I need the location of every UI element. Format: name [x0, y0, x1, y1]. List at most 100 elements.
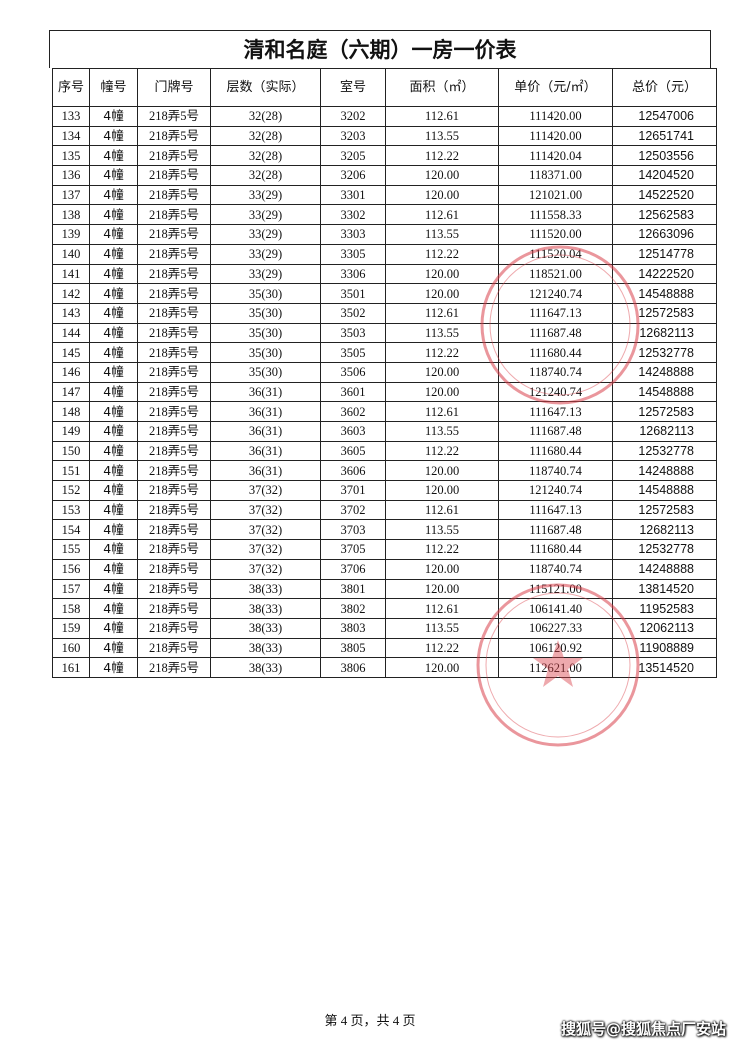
table-cell: 3806 — [320, 657, 386, 678]
table-cell: 4幢 — [89, 578, 138, 600]
table-cell: 32(28) — [210, 165, 321, 186]
table-cell: 3801 — [320, 578, 386, 600]
table-cell: 4幢 — [89, 361, 138, 383]
table-cell: 218弄5号 — [137, 243, 211, 265]
table-cell: 12651741 — [612, 125, 717, 147]
table-cell: 4幢 — [89, 342, 138, 363]
table-cell: 218弄5号 — [137, 302, 211, 324]
table-cell: 121240.74 — [498, 283, 613, 304]
table-cell: 35(30) — [210, 342, 321, 363]
table-cell: 4幢 — [89, 283, 138, 304]
table-cell: 218弄5号 — [137, 598, 211, 619]
table-cell: 218弄5号 — [137, 657, 211, 678]
table-cell: 14222520 — [612, 263, 717, 285]
table-cell: 118740.74 — [498, 460, 613, 482]
table-cell: 3203 — [320, 125, 386, 147]
table-row: 139 4幢 218弄5号 33(29) 3303 113.55 111520.00 1266… — [52, 224, 717, 245]
table-cell: 3705 — [320, 539, 386, 560]
table-cell: 118740.74 — [498, 361, 613, 383]
table-row: 145 4幢 218弄5号 35(30) 3505 112.22 111680.44 1253… — [52, 342, 717, 363]
table-cell: 4幢 — [89, 440, 138, 462]
table-cell: 118521.00 — [498, 263, 613, 285]
table-row: 135 4幢 218弄5号 32(28) 3205 112.22 111420.04 1250… — [52, 145, 717, 167]
table-cell: 218弄5号 — [137, 283, 211, 304]
table-cell: 112.22 — [385, 342, 499, 363]
table-cell: 120.00 — [385, 657, 499, 678]
table-cell: 12682113 — [612, 322, 717, 344]
table-row: 157 4幢 218弄5号 38(33) 3801 120.00 115121.00 1381… — [52, 578, 717, 600]
header-cell: 序号 — [52, 68, 90, 107]
table-cell: 120.00 — [385, 361, 499, 383]
table-cell: 143 — [52, 302, 90, 324]
table-cell: 4幢 — [89, 204, 138, 226]
table-cell: 111687.48 — [498, 421, 613, 442]
doc-title: 清和名庭（六期）一房一价表 — [49, 30, 711, 68]
table-row: 158 4幢 218弄5号 38(33) 3802 112.61 106141.40 1195… — [52, 598, 717, 619]
table-cell: 3603 — [320, 421, 386, 442]
table-cell: 38(33) — [210, 637, 321, 659]
table-row: 140 4幢 218弄5号 33(29) 3305 112.22 111520.04 1251… — [52, 243, 717, 265]
table-row: 147 4幢 218弄5号 36(31) 3601 120.00 121240.74 1454… — [52, 381, 717, 403]
table-cell: 140 — [52, 243, 90, 265]
header-cell: 幢号 — [89, 68, 138, 107]
table-cell: 38(33) — [210, 578, 321, 600]
table-cell: 12572583 — [612, 401, 717, 422]
table-cell: 37(32) — [210, 519, 321, 541]
table-cell: 36(31) — [210, 421, 321, 442]
table-cell: 112.61 — [385, 204, 499, 226]
table-cell: 156 — [52, 558, 90, 580]
table-cell: 3606 — [320, 460, 386, 482]
table-cell: 139 — [52, 224, 90, 245]
table-cell: 3702 — [320, 499, 386, 521]
table-cell: 218弄5号 — [137, 539, 211, 560]
table-cell: 3601 — [320, 381, 386, 403]
table-cell: 14248888 — [612, 361, 717, 383]
table-cell: 118371.00 — [498, 165, 613, 186]
table-cell: 218弄5号 — [137, 460, 211, 482]
header-cell: 面积（㎡） — [385, 68, 499, 107]
table-cell: 218弄5号 — [137, 480, 211, 501]
table-row: 146 4幢 218弄5号 35(30) 3506 120.00 118740.74 1424… — [52, 361, 717, 383]
table-cell: 36(31) — [210, 401, 321, 422]
table-cell: 218弄5号 — [137, 125, 211, 147]
table-cell: 142 — [52, 283, 90, 304]
table-cell: 112.61 — [385, 302, 499, 324]
table-cell: 36(31) — [210, 460, 321, 482]
header-row: 序号 幢号 门牌号 层数（实际） 室号 面积（㎡） 单价（元/㎡） 总价（元） — [52, 68, 717, 107]
table-row: 136 4幢 218弄5号 32(28) 3206 120.00 118371.00 1420… — [52, 165, 717, 186]
table-cell: 120.00 — [385, 558, 499, 580]
table-cell: 38(33) — [210, 617, 321, 639]
table-cell: 218弄5号 — [137, 381, 211, 403]
watermark: 搜狐号@搜狐焦点厂安站 — [560, 1020, 726, 1038]
table-cell: 112.22 — [385, 637, 499, 659]
table-cell: 33(29) — [210, 243, 321, 265]
table-cell: 4幢 — [89, 558, 138, 580]
table-cell: 111420.04 — [498, 145, 613, 167]
table-cell: 37(32) — [210, 499, 321, 521]
table-row: 161 4幢 218弄5号 38(33) 3806 120.00 112621.00 1351… — [52, 657, 717, 678]
page-footer: 第 4 页，共 4 页 — [324, 1013, 416, 1028]
table-cell: 120.00 — [385, 480, 499, 501]
table-cell: 3802 — [320, 598, 386, 619]
table-cell: 14248888 — [612, 460, 717, 482]
table-cell: 12663096 — [612, 224, 717, 245]
table-cell: 218弄5号 — [137, 617, 211, 639]
table-cell: 13514520 — [612, 657, 717, 678]
table-cell: 218弄5号 — [137, 322, 211, 344]
table-row: 148 4幢 218弄5号 36(31) 3602 112.61 111647.13 1257… — [52, 401, 717, 422]
table-cell: 133 — [52, 106, 90, 127]
table-cell: 3803 — [320, 617, 386, 639]
table-cell: 157 — [52, 578, 90, 600]
table-row: 141 4幢 218弄5号 33(29) 3306 120.00 118521.00 1422… — [52, 263, 717, 285]
table-cell: 3303 — [320, 224, 386, 245]
table-cell: 106227.33 — [498, 617, 613, 639]
table-row: 143 4幢 218弄5号 35(30) 3502 112.61 111647.13 1257… — [52, 302, 717, 324]
table-cell: 3305 — [320, 243, 386, 265]
table-cell: 32(28) — [210, 106, 321, 127]
table-cell: 120.00 — [385, 165, 499, 186]
table-cell: 111558.33 — [498, 204, 613, 226]
table-cell: 36(31) — [210, 440, 321, 462]
table-cell: 111680.44 — [498, 440, 613, 462]
table-cell: 3505 — [320, 342, 386, 363]
